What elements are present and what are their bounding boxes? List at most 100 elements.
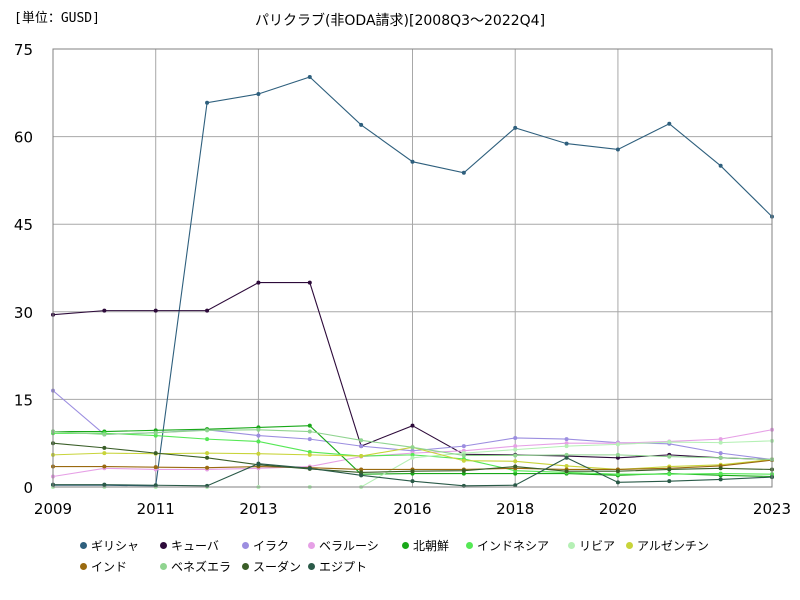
- y-tick-label: 15: [14, 391, 33, 409]
- data-point: [461, 170, 466, 175]
- data-point: [256, 451, 261, 456]
- data-point: [667, 479, 672, 484]
- legend-item: 北朝鮮: [402, 537, 449, 554]
- data-point: [307, 452, 312, 457]
- legend-marker: [626, 542, 633, 549]
- data-point: [307, 280, 312, 285]
- data-point: [153, 451, 158, 456]
- data-point: [256, 439, 261, 444]
- data-point: [307, 429, 312, 434]
- legend-label: インドネシア: [477, 539, 550, 553]
- data-point: [102, 451, 107, 456]
- x-tick-label: 2020: [599, 500, 637, 518]
- legend-label: スーダン: [253, 560, 302, 574]
- data-point: [513, 483, 518, 488]
- legend-item: インドネシア: [466, 537, 549, 554]
- y-tick-label: 0: [23, 479, 33, 497]
- data-point: [461, 444, 466, 449]
- data-point: [667, 454, 672, 459]
- legend-marker: [242, 563, 249, 570]
- data-point: [718, 471, 723, 476]
- data-point: [410, 455, 415, 460]
- data-point: [205, 455, 210, 460]
- data-point: [461, 468, 466, 473]
- data-point: [359, 438, 364, 443]
- legend-item: イラク: [242, 537, 289, 554]
- data-point: [718, 163, 723, 168]
- legend-marker: [402, 542, 409, 549]
- data-point: [410, 423, 415, 428]
- y-tick-label: 30: [14, 304, 33, 322]
- data-point: [256, 433, 261, 438]
- data-point: [153, 308, 158, 313]
- data-point: [102, 464, 107, 469]
- data-point: [256, 280, 261, 285]
- data-point: [513, 459, 518, 464]
- data-point: [564, 463, 569, 468]
- plot-frame: [52, 48, 773, 488]
- data-point: [410, 445, 415, 450]
- data-point: [564, 444, 569, 449]
- data-point: [564, 141, 569, 146]
- data-point: [513, 447, 518, 452]
- legend-label: リビア: [579, 539, 616, 553]
- data-point: [615, 455, 620, 460]
- legend-label: ベラルーシ: [319, 539, 379, 553]
- data-point: [102, 432, 107, 437]
- data-point: [564, 452, 569, 457]
- data-point: [307, 449, 312, 454]
- data-point: [615, 472, 620, 477]
- legend-label: キューバ: [171, 539, 219, 553]
- unit-label: [単位：GUSD]: [14, 11, 100, 26]
- data-point: [307, 437, 312, 442]
- x-tick-label: 2023: [753, 500, 791, 518]
- legend-item: ベネズエラ: [160, 558, 231, 575]
- data-point: [667, 121, 672, 126]
- data-point: [513, 125, 518, 130]
- data-point: [513, 453, 518, 458]
- legend-marker: [568, 542, 575, 549]
- data-point: [513, 471, 518, 476]
- x-tick-label: 2018: [496, 500, 534, 518]
- data-point: [359, 444, 364, 449]
- data-point: [153, 483, 158, 488]
- legend-marker: [308, 563, 315, 570]
- data-point: [461, 471, 466, 476]
- data-point: [359, 470, 364, 475]
- y-tick-label: 45: [14, 216, 33, 234]
- legend-item: インド: [80, 558, 127, 575]
- data-point: [359, 467, 364, 472]
- data-point: [667, 440, 672, 445]
- data-point: [256, 427, 261, 432]
- data-point: [153, 465, 158, 470]
- data-point: [461, 458, 466, 463]
- legend-marker: [160, 563, 167, 570]
- data-point: [410, 469, 415, 474]
- data-point: [102, 482, 107, 487]
- legend-marker: [80, 563, 87, 570]
- data-point: [205, 428, 210, 433]
- data-point: [153, 433, 158, 438]
- legend-item: エジプト: [308, 558, 367, 575]
- data-point: [564, 455, 569, 460]
- data-point: [513, 435, 518, 440]
- data-point: [410, 452, 415, 457]
- y-tick-label: 60: [14, 129, 33, 147]
- legend-item: ギリシャ: [80, 537, 139, 554]
- legend-item: リビア: [568, 537, 615, 554]
- data-point: [461, 453, 466, 458]
- y-tick-label: 75: [14, 41, 33, 59]
- data-point: [564, 437, 569, 442]
- data-point: [667, 472, 672, 477]
- data-point: [205, 465, 210, 470]
- data-point: [615, 469, 620, 474]
- chart-title: パリクラブ(非ODA請求)[2008Q3～2022Q4]: [254, 13, 546, 29]
- data-point: [718, 477, 723, 482]
- data-point: [615, 442, 620, 447]
- legend-marker: [160, 542, 167, 549]
- data-point: [359, 454, 364, 459]
- data-point: [102, 445, 107, 450]
- data-point: [410, 159, 415, 164]
- data-point: [256, 91, 261, 96]
- x-tick-label: 2011: [137, 500, 175, 518]
